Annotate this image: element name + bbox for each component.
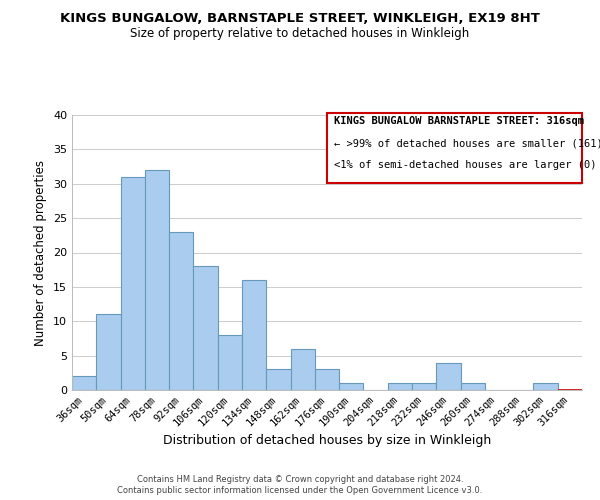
Text: Contains public sector information licensed under the Open Government Licence v3: Contains public sector information licen…: [118, 486, 482, 495]
Bar: [145, 170, 169, 390]
Bar: [72, 376, 96, 390]
Bar: [121, 177, 145, 390]
Bar: [242, 280, 266, 390]
Text: KINGS BUNGALOW BARNSTAPLE STREET: 316sqm: KINGS BUNGALOW BARNSTAPLE STREET: 316sqm: [334, 116, 584, 126]
Text: Size of property relative to detached houses in Winkleigh: Size of property relative to detached ho…: [130, 28, 470, 40]
Bar: [193, 266, 218, 390]
Text: ← >99% of detached houses are smaller (161): ← >99% of detached houses are smaller (1…: [334, 138, 600, 148]
Bar: [315, 370, 339, 390]
Text: KINGS BUNGALOW, BARNSTAPLE STREET, WINKLEIGH, EX19 8HT: KINGS BUNGALOW, BARNSTAPLE STREET, WINKL…: [60, 12, 540, 26]
Bar: [169, 232, 193, 390]
Bar: [412, 383, 436, 390]
Text: <1% of semi-detached houses are larger (0) →: <1% of semi-detached houses are larger (…: [334, 160, 600, 170]
Text: Contains HM Land Registry data © Crown copyright and database right 2024.: Contains HM Land Registry data © Crown c…: [137, 475, 463, 484]
Bar: [218, 335, 242, 390]
Bar: [388, 383, 412, 390]
Bar: [266, 370, 290, 390]
Y-axis label: Number of detached properties: Number of detached properties: [34, 160, 47, 346]
Bar: [339, 383, 364, 390]
Bar: [461, 383, 485, 390]
Bar: [290, 349, 315, 390]
Bar: [96, 314, 121, 390]
Bar: [533, 383, 558, 390]
Bar: [436, 362, 461, 390]
X-axis label: Distribution of detached houses by size in Winkleigh: Distribution of detached houses by size …: [163, 434, 491, 447]
